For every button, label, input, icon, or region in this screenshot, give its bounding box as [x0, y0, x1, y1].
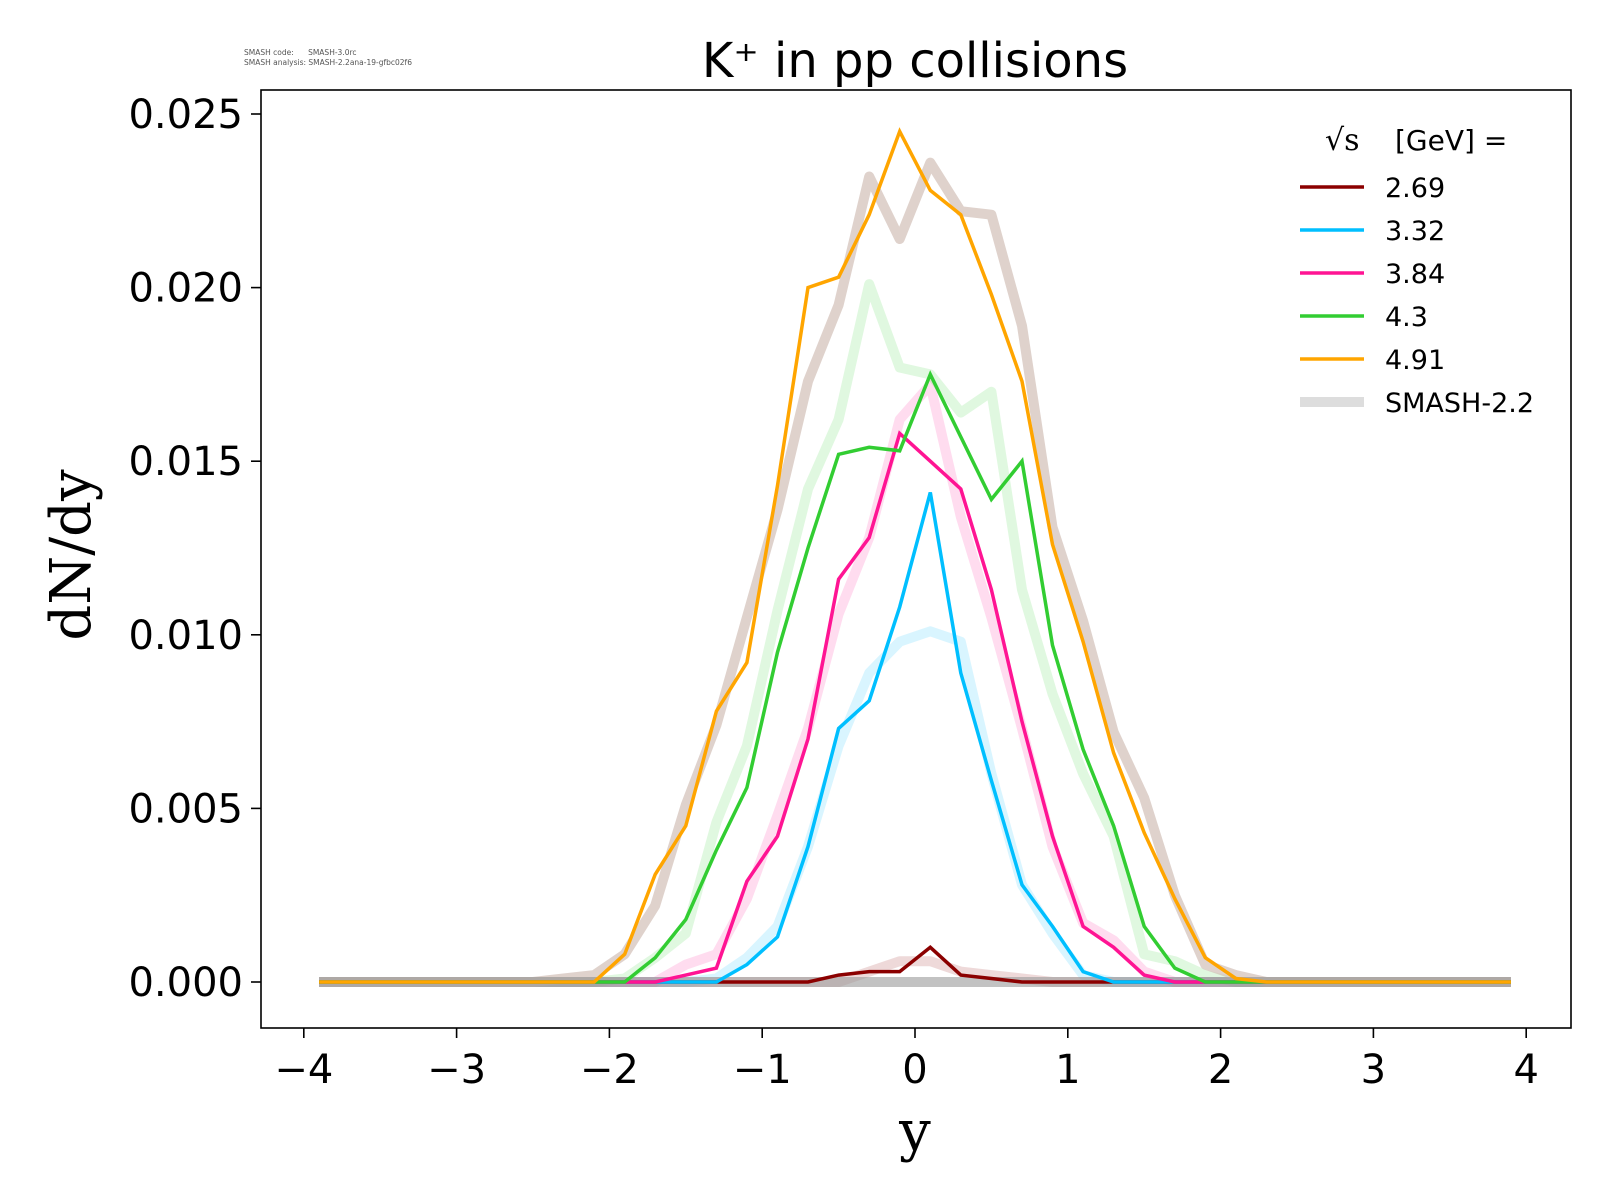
reference-line-2: [319, 379, 1511, 987]
x-tick-label: 3: [1361, 1047, 1386, 1093]
y-tick-label: 0.020: [128, 266, 243, 312]
reference-series-layer: [319, 157, 1511, 987]
y-tick-label: 0.000: [128, 960, 243, 1006]
reference-line-1: [319, 626, 1511, 987]
legend-title-sqrt-s: √s: [1325, 123, 1360, 158]
smash-code-version: SMASH code: SMASH-3.0rc: [244, 48, 357, 57]
legend-entry-label: 3.32: [1385, 216, 1445, 247]
series-line-4-3: [319, 370, 1511, 984]
series-line-3-84: [319, 430, 1511, 984]
x-tick-label: −3: [427, 1047, 486, 1093]
legend-entry-label: 4.91: [1385, 345, 1445, 376]
legend-entry-label: SMASH-2.2: [1385, 388, 1534, 419]
series-layer: [319, 127, 1511, 984]
y-axis: 0.000 0.005 0.010 0.015 0.020 0.025: [128, 92, 261, 1006]
series-line-4-91: [319, 127, 1511, 984]
x-axis: −4 −3 −2 −1 0 1 2 3 4: [274, 1028, 1539, 1093]
legend: √s [GeV] = 2.69 3.32 3.84 4.3 4.91 SMASH-2.2: [1300, 123, 1534, 419]
y-axis-label: dN/dy: [39, 469, 104, 641]
chart-title: K⁺ in pp collisions: [702, 33, 1128, 89]
y-tick-label: 0.025: [128, 92, 243, 138]
legend-entry-label: 2.69: [1385, 173, 1445, 204]
y-tick-label: 0.010: [128, 613, 243, 659]
x-tick-label: −2: [580, 1047, 639, 1093]
legend-title: [GeV] =: [1395, 124, 1507, 157]
x-axis-label: y: [898, 1099, 931, 1164]
x-tick-label: 4: [1513, 1047, 1538, 1093]
legend-entry-label: 4.3: [1385, 302, 1428, 333]
x-tick-label: 2: [1208, 1047, 1233, 1093]
y-tick-label: 0.015: [128, 439, 243, 485]
x-tick-label: 1: [1055, 1047, 1080, 1093]
reference-line-4: [319, 157, 1511, 987]
x-tick-label: 0: [902, 1047, 927, 1093]
axes-frame: [260, 89, 1572, 1029]
smash-analysis-version: SMASH analysis: SMASH-2.2ana-19-gfbc02f6: [244, 58, 412, 67]
y-tick-label: 0.005: [128, 786, 243, 832]
x-tick-label: −1: [733, 1047, 792, 1093]
x-tick-label: −4: [274, 1047, 333, 1093]
legend-entry-label: 3.84: [1385, 259, 1445, 290]
series-line-3-32: [319, 491, 1511, 984]
